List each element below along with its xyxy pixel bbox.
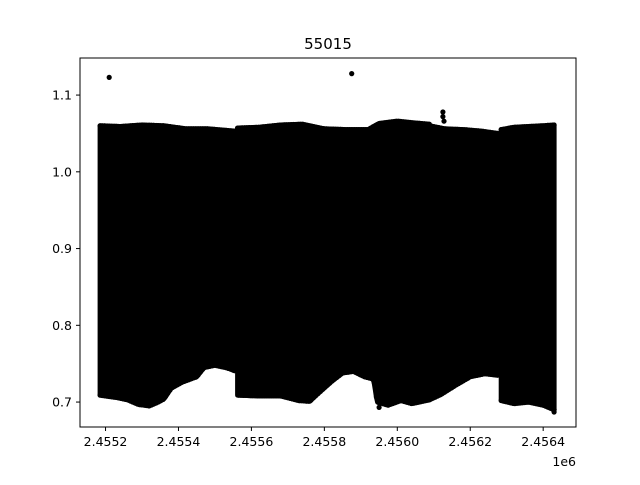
- data-segment-2: [235, 118, 432, 408]
- data-point: [236, 392, 242, 398]
- y-tick-label: 0.8: [52, 318, 72, 333]
- data-marks: [97, 71, 557, 415]
- outlier-point: [106, 74, 112, 80]
- data-point: [551, 122, 557, 128]
- data-segment-4: [498, 122, 557, 413]
- data-point: [428, 396, 434, 402]
- data-point: [494, 130, 500, 136]
- data-point: [376, 399, 382, 406]
- y-tick-label: 1.1: [52, 88, 72, 103]
- outlier-point: [551, 409, 557, 415]
- x-tick-label: 2.4564: [521, 434, 565, 449]
- x-tick-label: 2.4556: [230, 434, 274, 449]
- x-tick-label: 2.4554: [157, 434, 201, 449]
- chart-title: 55015: [304, 35, 352, 53]
- x-axis: 2.4552 2.4554 2.4556 2.4558 2.4560 2.4562 2.45…: [84, 427, 565, 449]
- data-segment-3: [426, 123, 501, 403]
- data-point: [498, 397, 504, 404]
- outlier-point: [376, 404, 382, 410]
- y-tick-label: 1.0: [52, 164, 72, 179]
- data-band-3: [426, 123, 501, 403]
- data-point: [97, 392, 103, 398]
- data-band-2: [235, 118, 432, 408]
- outlier-point: [440, 109, 446, 115]
- data-band-4: [498, 122, 557, 413]
- outlier-point: [349, 71, 355, 77]
- y-tick-label: 0.7: [52, 395, 72, 410]
- x-offset-label: 1e6: [552, 454, 576, 469]
- x-tick-label: 2.4560: [375, 434, 419, 449]
- y-axis: 0.7 0.8 0.9 1.0 1.1: [52, 88, 80, 410]
- x-tick-label: 2.4562: [448, 434, 492, 449]
- y-tick-label: 0.9: [52, 241, 72, 256]
- x-tick-label: 2.4552: [84, 434, 128, 449]
- outlier-point: [441, 118, 447, 124]
- outlier-point: [440, 114, 446, 120]
- x-tick-label: 2.4558: [302, 434, 346, 449]
- data-segment-1: [97, 122, 238, 409]
- data-point: [373, 394, 379, 400]
- plot-frame: [79, 57, 577, 428]
